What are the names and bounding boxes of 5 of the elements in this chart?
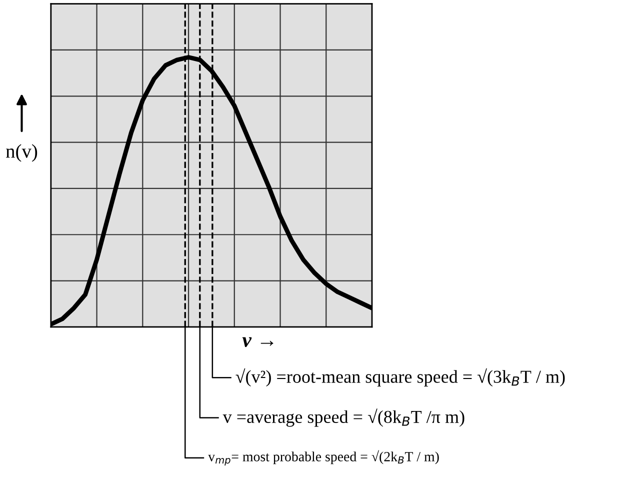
x-axis-title: v → — [242, 337, 274, 347]
text: v =average speed = √(8k$_{B}$T /π m) — [222, 408, 464, 427]
text: v$_{mp}$= most probable speed = √(2k$_{B}$T / m) — [208, 450, 439, 466]
text: √(v²) =root-mean square speed = √(3k$_{B}$T / m) — [236, 368, 565, 387]
y-axis-title: n(v) — [6, 144, 38, 162]
